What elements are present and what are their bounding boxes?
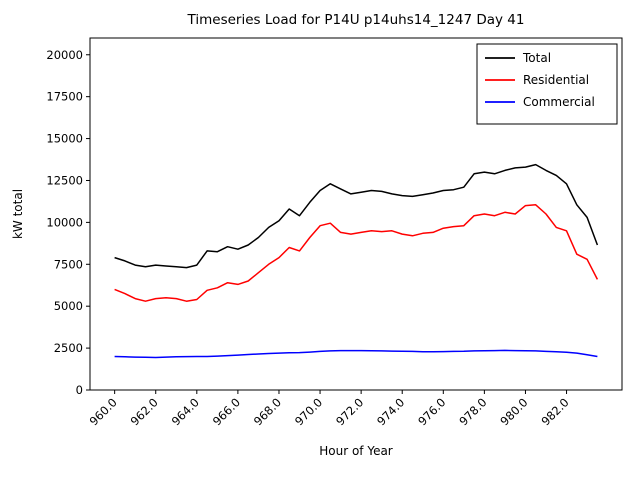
x-tick-label: 972.0 (333, 395, 366, 428)
y-tick-label: 15000 (46, 132, 83, 146)
y-axis-label: kW total (11, 189, 25, 239)
x-tick-label: 962.0 (128, 395, 161, 428)
x-axis-label: Hour of Year (319, 444, 393, 458)
y-tick-label: 5000 (54, 299, 83, 313)
y-tick-label: 2500 (54, 341, 83, 355)
y-tick-label: 10000 (46, 215, 83, 229)
series-line-commercial (114, 349, 598, 359)
x-tick-label: 976.0 (415, 395, 448, 428)
x-tick-label: 966.0 (210, 395, 243, 428)
legend-label-residential: Residential (523, 73, 589, 87)
x-tick-label: 964.0 (169, 395, 202, 428)
y-tick-label: 7500 (54, 257, 83, 271)
legend: Total Residential Commercial (476, 43, 618, 125)
y-tick-label: 17500 (46, 90, 83, 104)
plot-area-border (89, 37, 623, 391)
x-tick-label: 960.0 (87, 395, 120, 428)
y-tick-label: 0 (76, 383, 83, 397)
x-tick-label: 980.0 (497, 395, 530, 428)
series-line-total (114, 163, 599, 269)
x-tick-label: 982.0 (538, 395, 571, 428)
x-tick-label: 974.0 (374, 395, 407, 428)
legend-label-commercial: Commercial (523, 95, 595, 109)
y-tick-label: 12500 (46, 173, 83, 187)
legend-label-total: Total (522, 51, 551, 65)
y-tick-label: 20000 (46, 48, 83, 62)
series-line-residential (114, 204, 599, 302)
x-tick-label: 970.0 (292, 395, 325, 428)
x-tick-label: 968.0 (251, 395, 284, 428)
chart-title: Timeseries Load for P14U p14uhs14_1247 D… (187, 12, 525, 28)
series-layer (114, 163, 599, 359)
x-tick-label: 978.0 (456, 395, 489, 428)
